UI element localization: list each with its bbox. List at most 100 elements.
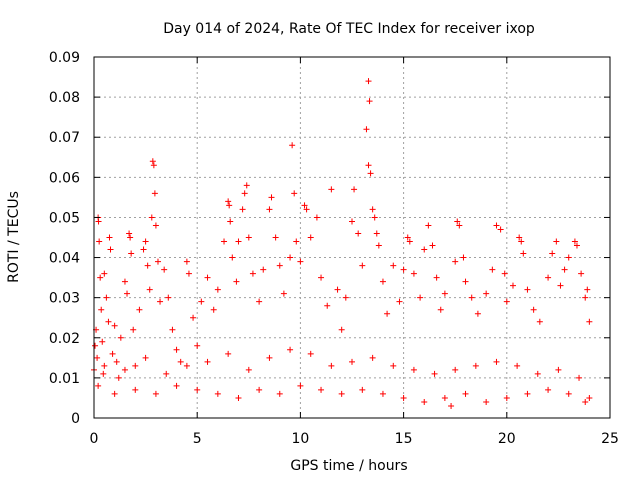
data-point	[410, 270, 417, 277]
data-point	[369, 206, 376, 213]
data-point	[518, 238, 525, 245]
data-point	[92, 342, 99, 349]
data-point	[524, 286, 531, 293]
data-point	[204, 274, 211, 281]
data-point	[555, 366, 562, 373]
data-point	[456, 222, 463, 229]
data-point	[241, 190, 248, 197]
data-point	[516, 234, 523, 241]
data-point	[549, 250, 556, 257]
data-point	[225, 198, 232, 205]
plot-frame	[93, 56, 611, 419]
data-point	[130, 326, 137, 333]
data-point	[169, 326, 176, 333]
data-point	[379, 278, 386, 285]
data-point	[142, 354, 149, 361]
data-point	[210, 306, 217, 313]
data-point	[95, 382, 102, 389]
data-point	[452, 366, 459, 373]
data-point	[545, 386, 552, 393]
data-point	[328, 186, 335, 193]
data-point	[225, 350, 232, 357]
data-point	[260, 266, 267, 273]
data-point	[272, 234, 279, 241]
data-point	[126, 230, 133, 237]
data-point	[280, 290, 287, 297]
data-point	[173, 346, 180, 353]
data-point	[318, 274, 325, 281]
data-point	[429, 242, 436, 249]
data-point	[117, 334, 124, 341]
data-point	[190, 314, 197, 321]
data-point	[198, 298, 205, 305]
data-point	[293, 238, 300, 245]
data-point	[514, 362, 521, 369]
data-point	[268, 194, 275, 201]
data-point	[441, 290, 448, 297]
data-point	[366, 98, 373, 105]
data-point	[150, 162, 157, 169]
data-point	[324, 302, 331, 309]
data-point	[349, 218, 355, 225]
data-point	[101, 362, 108, 369]
data-point	[144, 262, 151, 269]
x-tick-label: 0	[90, 431, 99, 447]
data-point	[121, 366, 128, 373]
data-point	[576, 374, 583, 381]
data-point	[146, 286, 153, 293]
data-point	[214, 286, 221, 293]
data-point	[163, 370, 170, 377]
data-point	[342, 294, 349, 301]
data-point	[578, 270, 585, 277]
data-point	[406, 238, 413, 245]
data-point	[152, 222, 159, 229]
data-point	[289, 142, 296, 149]
x-tick-label: 15	[395, 431, 413, 447]
data-point	[501, 270, 508, 277]
data-point	[297, 258, 304, 265]
data-point	[177, 358, 184, 365]
data-point	[497, 226, 504, 233]
y-tick-label: 0.02	[49, 331, 80, 347]
data-point	[571, 238, 578, 245]
y-tick-label: 0.01	[49, 371, 80, 387]
data-point	[109, 350, 116, 357]
data-point	[99, 338, 106, 345]
data-point	[404, 234, 411, 241]
data-point	[103, 294, 110, 301]
data-point	[151, 190, 158, 197]
data-point	[313, 214, 320, 221]
data-point	[98, 306, 105, 313]
data-point	[431, 370, 438, 377]
y-tick-label: 0.08	[49, 90, 80, 106]
data-point	[367, 170, 374, 177]
data-point	[536, 318, 543, 325]
data-point	[448, 402, 455, 409]
data-point	[503, 394, 510, 401]
x-axis-label: GPS time / hours	[290, 458, 407, 474]
data-point	[586, 394, 593, 401]
data-point	[338, 326, 345, 333]
x-tick-label: 10	[291, 431, 309, 447]
data-point	[421, 246, 428, 253]
data-point	[520, 250, 527, 257]
data-point	[111, 322, 118, 329]
data-point	[301, 202, 308, 209]
data-point	[140, 246, 147, 253]
data-point	[359, 386, 366, 393]
data-point	[565, 390, 572, 397]
data-point	[297, 382, 304, 389]
data-point	[375, 242, 382, 249]
data-point	[462, 278, 469, 285]
data-point	[369, 354, 376, 361]
data-point	[460, 254, 467, 261]
data-point	[291, 190, 298, 197]
data-point	[334, 286, 341, 293]
grid-lines	[94, 57, 610, 418]
data-point	[452, 258, 459, 265]
data-point	[221, 238, 228, 245]
data-point	[94, 354, 101, 361]
y-tick-labels: 0 0.01 0.02 0.03 0.04 0.05 0.06 0.07 0.08 0.09	[49, 50, 80, 427]
data-point	[586, 318, 593, 325]
data-point	[318, 386, 325, 393]
